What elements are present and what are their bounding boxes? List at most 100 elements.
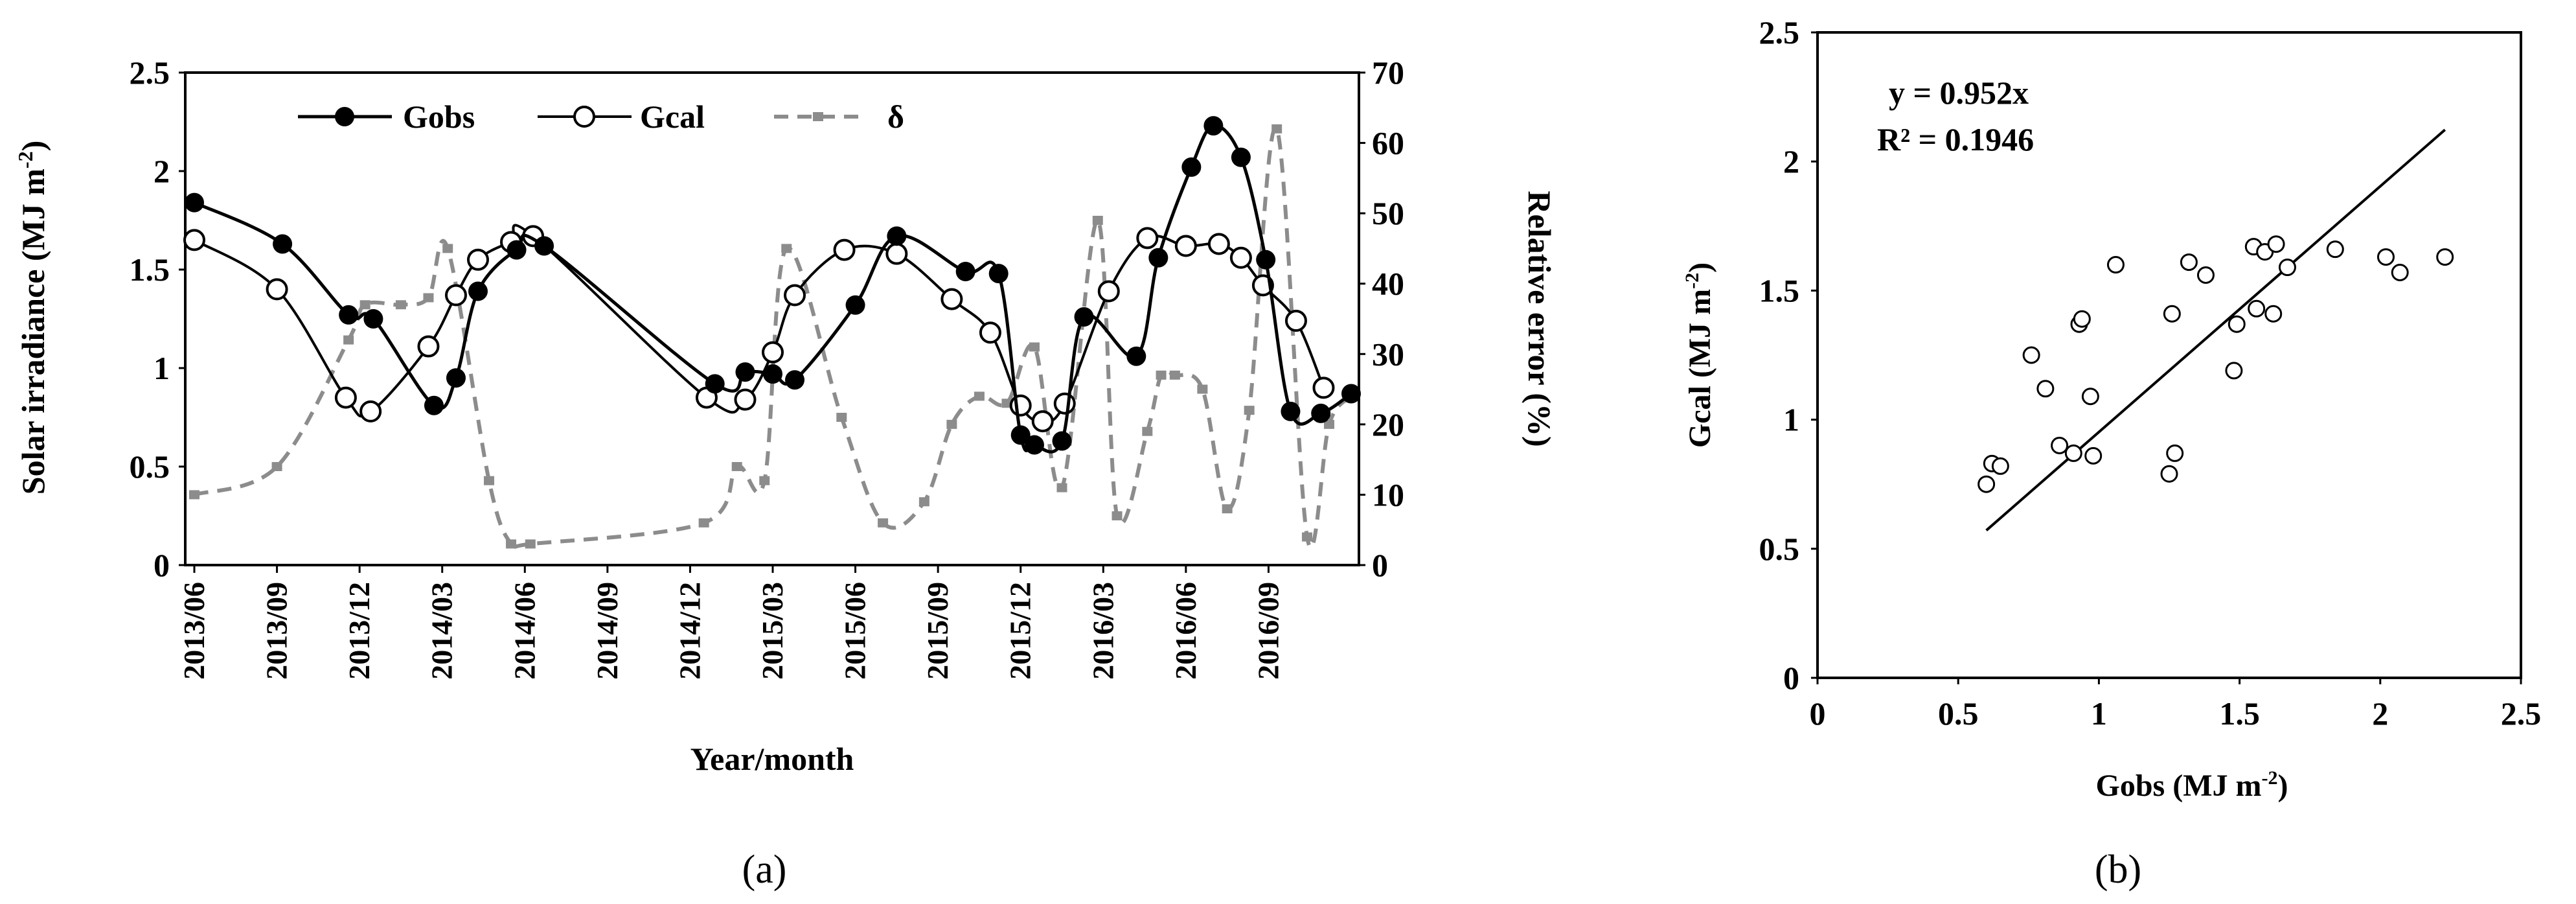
gcal-point bbox=[1097, 280, 1120, 303]
delta-point bbox=[1029, 342, 1040, 352]
panel-b-x-tick-label: 0.5 bbox=[1938, 695, 1979, 732]
gcal-point bbox=[183, 229, 205, 251]
gcal-point bbox=[784, 284, 806, 307]
delta-point bbox=[1244, 406, 1255, 415]
gcal-point bbox=[1174, 235, 1197, 257]
panel-b-equation: y = 0.952x bbox=[1889, 75, 2029, 111]
gcal-point bbox=[1312, 377, 1335, 399]
delta-point bbox=[1156, 370, 1167, 380]
panel-b-trendline bbox=[1985, 128, 2446, 531]
panel-a-y-axis-title: Solar irradiance (MJ m-2) bbox=[14, 141, 51, 494]
gobs-point bbox=[534, 236, 554, 256]
gcal-point bbox=[940, 288, 963, 310]
legend-delta-marker bbox=[813, 112, 823, 121]
delta-point bbox=[1142, 426, 1153, 436]
panel-b-scatter-point bbox=[2022, 346, 2040, 364]
panel-a-x-tick-label: 2013/09 bbox=[260, 582, 293, 680]
panel-a-right-tick-label: 20 bbox=[1372, 406, 1404, 443]
panel-a-plot-frame bbox=[184, 71, 1360, 566]
panel-a-right-tick-label: 30 bbox=[1372, 336, 1404, 372]
panel-a-x-tick-label: 2014/12 bbox=[673, 582, 706, 680]
delta-point bbox=[395, 300, 406, 310]
gcal-point bbox=[762, 341, 784, 364]
delta-point bbox=[423, 293, 434, 303]
gobs-point bbox=[1126, 346, 1146, 366]
panel-a-y2-axis-title: Relative error (%) bbox=[1522, 191, 1558, 446]
delta-point bbox=[974, 391, 985, 401]
panel-a-right-tick-label: 50 bbox=[1372, 195, 1404, 231]
panel-a-x-tick-label: 2016/06 bbox=[1169, 582, 1202, 680]
legend-gobs-label: Gobs bbox=[403, 99, 475, 135]
gobs-point bbox=[339, 305, 359, 325]
panel-a-x-axis-title: Year/month bbox=[690, 741, 854, 777]
delta-point bbox=[359, 300, 370, 310]
gcal-point bbox=[734, 388, 757, 411]
gcal-point bbox=[1207, 233, 1230, 255]
panel-b-scatter-point bbox=[2084, 446, 2103, 465]
panel-b-trendline-group bbox=[1985, 128, 2446, 531]
gobs-point bbox=[1024, 435, 1044, 455]
gobs-point bbox=[763, 364, 782, 384]
gobs-point bbox=[1203, 116, 1224, 136]
panel-b-points bbox=[1978, 235, 2454, 493]
legend-delta-label: δ bbox=[887, 99, 904, 135]
gobs-point bbox=[1148, 248, 1168, 268]
panel-a-x-tick-label: 2016/09 bbox=[1251, 582, 1284, 680]
gobs-point bbox=[887, 226, 907, 246]
gobs-point bbox=[273, 234, 293, 254]
delta-point bbox=[698, 518, 709, 527]
gcal-point bbox=[334, 386, 357, 409]
panel-b-scatter-point bbox=[2436, 248, 2454, 266]
panel-b-y-tick-label: 2.5 bbox=[1759, 14, 1800, 51]
panel-b-scatter-point bbox=[1991, 457, 2009, 475]
panel-b-label: (b) bbox=[2095, 848, 2141, 892]
gcal-point bbox=[1053, 392, 1076, 415]
gobs-point bbox=[1181, 157, 1202, 177]
panel-a-x-tick-label: 2013/12 bbox=[343, 582, 376, 680]
panel-a-x-tick-label: 2014/09 bbox=[591, 582, 624, 680]
gobs-point bbox=[1281, 401, 1301, 421]
gobs-point bbox=[1074, 307, 1094, 327]
panel-b-scatter-point bbox=[2073, 310, 2091, 328]
gcal-point bbox=[979, 321, 1001, 344]
panel-b-scatter-point bbox=[2377, 248, 2395, 266]
gobs-point bbox=[1311, 403, 1331, 423]
panel-b-scatter-point bbox=[2267, 235, 2285, 253]
gobs-point bbox=[185, 192, 204, 213]
panel-b-y-ticks: 0 0.5 1 1.5 2 2.5 bbox=[1759, 14, 1818, 696]
delta-point bbox=[1323, 419, 1334, 429]
panel-a-right-tick-label: 70 bbox=[1372, 54, 1404, 91]
delta-point bbox=[189, 490, 199, 500]
panel-b-scatter-point bbox=[2166, 444, 2184, 462]
panel-a-legend: Gobs Gcal δ bbox=[298, 99, 904, 135]
panel-a-left-tick-label: 1 bbox=[154, 350, 170, 386]
panel-b-scatter-point bbox=[2278, 259, 2296, 277]
panel-b-scatter-point bbox=[2248, 299, 2266, 318]
panel-b-y-tick-label: 0.5 bbox=[1759, 531, 1800, 567]
legend-gcal-marker bbox=[573, 106, 595, 128]
gcal-point bbox=[417, 335, 440, 358]
delta-point bbox=[759, 476, 770, 485]
panel-a-x-tick-label: 2015/06 bbox=[839, 582, 872, 680]
panel-b-y-tick-label: 1 bbox=[1783, 402, 1799, 438]
delta-point bbox=[1222, 504, 1233, 514]
delta-point bbox=[1092, 216, 1103, 225]
panel-b-y-axis-title: Gcal (MJ m-2) bbox=[1681, 262, 1717, 448]
gobs-point bbox=[735, 362, 755, 382]
panel-a-x-tick-label: 2015/09 bbox=[921, 582, 954, 680]
delta-point bbox=[946, 419, 957, 429]
panel-a-x-tick-label: 2015/12 bbox=[1004, 582, 1037, 680]
gcal-point bbox=[1284, 310, 1307, 332]
panel-a-series bbox=[183, 116, 1361, 551]
panel-a-left-tick-label: 2 bbox=[154, 153, 170, 189]
panel-b-scatter-point bbox=[2163, 305, 2181, 323]
panel-b-x-ticks: 0 0.5 1 1.5 2 2.5 bbox=[1810, 678, 2541, 732]
delta-point bbox=[525, 539, 536, 549]
delta-point bbox=[878, 518, 889, 527]
panel-a-left-tick-label: 0 bbox=[154, 547, 170, 583]
panel-b-scatter-point bbox=[2180, 253, 2198, 272]
panel-b-x-tick-label: 0 bbox=[1810, 695, 1826, 732]
delta-point bbox=[1197, 384, 1208, 394]
gobs-point bbox=[1010, 425, 1031, 445]
